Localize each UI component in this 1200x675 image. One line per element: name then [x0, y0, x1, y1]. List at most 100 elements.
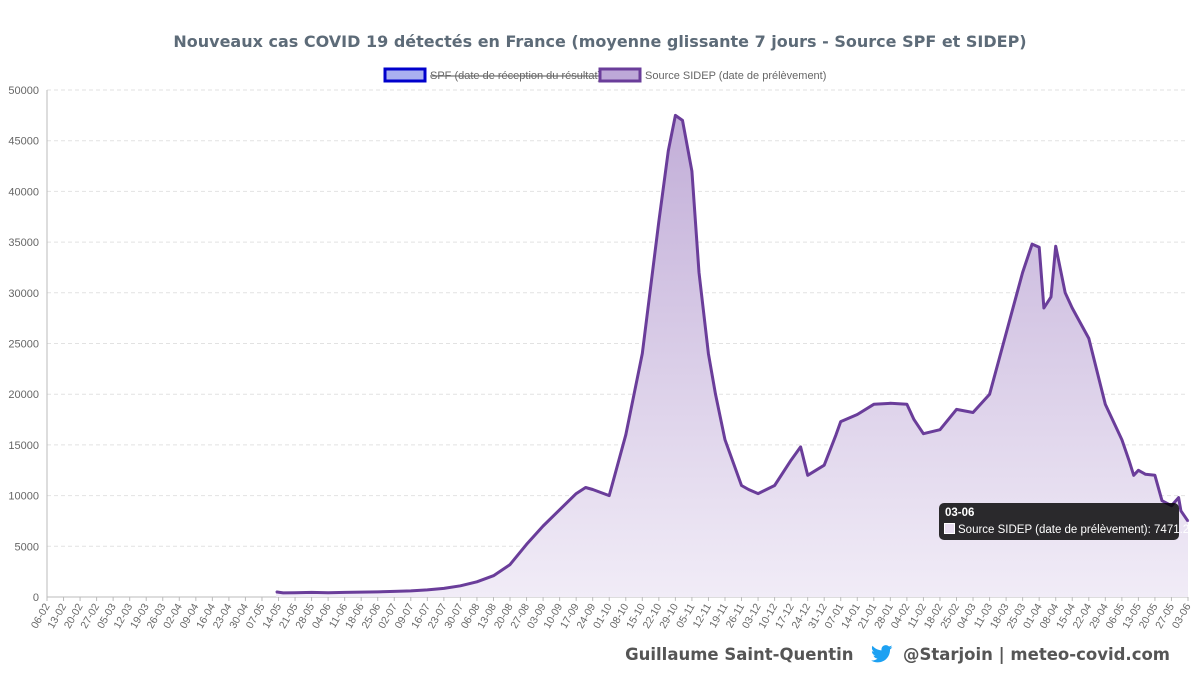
series-layer: [275, 113, 1190, 598]
data-point: [681, 119, 684, 122]
data-point: [310, 591, 313, 594]
data-point: [1021, 271, 1024, 274]
data-point: [1054, 245, 1057, 247]
data-point: [459, 585, 462, 587]
data-point: [1177, 496, 1180, 499]
data-point: [799, 446, 802, 448]
data-point: [1031, 243, 1033, 245]
data-point: [939, 428, 941, 431]
data-point: [839, 420, 842, 423]
tooltip-sep: :: [1147, 524, 1155, 536]
data-point: [1161, 499, 1163, 502]
data-point: [988, 393, 991, 396]
legend-swatch-sidep: [598, 67, 642, 83]
y-tick-label: 30000: [8, 288, 39, 300]
data-point: [641, 352, 644, 355]
data-point: [476, 580, 478, 583]
data-point: [724, 439, 726, 441]
data-point: [856, 413, 859, 416]
data-point: [443, 587, 445, 590]
legend-label-sidep: Source SIDEP (date de prélèvement): [645, 70, 826, 82]
data-point: [1043, 307, 1045, 309]
data-point: [608, 494, 611, 497]
legend-swatch-spf: [383, 67, 427, 83]
x-axis: 06-0213-0220-0227-0205-0312-0319-0326-03…: [29, 596, 1194, 631]
y-tick-label: 40000: [8, 186, 39, 198]
tooltip-series: Source SIDEP (date de prélèvement): [958, 524, 1148, 536]
data-point: [542, 525, 544, 527]
data-point: [906, 403, 908, 406]
data-point: [275, 591, 277, 593]
data-point: [1005, 332, 1007, 335]
data-point: [740, 484, 743, 487]
data-point: [1064, 292, 1066, 294]
y-tick-label: 35000: [8, 237, 39, 249]
data-point: [1071, 307, 1074, 309]
y-axis: 0 5000 10000 15000 20000 25000 30000 35000 40000…: [8, 85, 48, 604]
data-point: [584, 486, 587, 489]
data-point: [360, 591, 362, 593]
data-point: [1050, 296, 1052, 298]
data-point: [1087, 337, 1090, 340]
data-point: [698, 271, 700, 274]
data-point: [492, 574, 495, 577]
data-point: [747, 488, 750, 491]
y-tick-label: 10000: [8, 491, 39, 503]
y-tick-label: 25000: [8, 339, 39, 351]
data-point: [282, 592, 285, 594]
data-point: [1144, 473, 1147, 476]
data-point: [1180, 510, 1182, 512]
y-tick-label: 20000: [8, 389, 39, 401]
data-point: [913, 418, 915, 421]
data-point: [922, 432, 925, 435]
twitter-bird-icon: [871, 645, 893, 667]
data-point: [327, 591, 329, 594]
data-point: [773, 484, 776, 487]
data-point: [426, 589, 429, 591]
data-point: [691, 170, 693, 172]
data-point: [667, 150, 670, 152]
data-point: [1121, 439, 1123, 441]
tooltip-value: 7471.29: [1154, 524, 1196, 536]
y-tick-label: 45000: [8, 136, 39, 148]
footer-handle: @Starjoin | meteo-covid.com: [902, 645, 1170, 664]
data-point: [575, 492, 577, 495]
data-point: [658, 221, 660, 223]
data-point: [509, 563, 511, 566]
data-point: [707, 352, 710, 355]
data-point: [343, 591, 346, 594]
footer-credits: Guillaume Saint-Quentin @Starjoin | mete…: [625, 645, 1170, 667]
data-point: [757, 492, 759, 495]
chart-title: Nouveaux cas COVID 19 détectés en France…: [173, 32, 1027, 51]
hover-tooltip: 03-06 Source SIDEP (date de prélèvement)…: [939, 503, 1196, 540]
data-point: [409, 590, 412, 592]
sidep-line: [275, 113, 1190, 595]
data-point: [591, 488, 594, 491]
data-point: [525, 543, 528, 546]
footer-author: Guillaume Saint-Quentin: [625, 645, 854, 664]
data-point: [873, 403, 875, 406]
legend-label-spf: SPF (date de réception du résultat): [430, 70, 601, 82]
data-point: [835, 433, 837, 436]
y-tick-label: 15000: [8, 440, 39, 452]
data-point: [624, 433, 627, 436]
y-tick-label: 5000: [15, 541, 39, 553]
y-tick-label: 0: [33, 592, 39, 604]
data-point: [1187, 520, 1189, 523]
data-point: [393, 590, 396, 593]
data-point: [376, 591, 379, 593]
data-point: [823, 464, 826, 466]
data-point: [806, 474, 809, 477]
data-point: [1132, 474, 1135, 477]
data-point: [1154, 474, 1156, 477]
data-point: [972, 411, 974, 414]
data-point: [955, 408, 958, 411]
data-point: [1137, 469, 1140, 472]
y-tick-label: 50000: [8, 85, 39, 97]
tooltip-date: 03-06: [945, 507, 975, 519]
data-point: [558, 508, 561, 511]
data-point: [790, 459, 792, 461]
data-point: [1104, 403, 1107, 406]
data-point: [889, 402, 892, 405]
